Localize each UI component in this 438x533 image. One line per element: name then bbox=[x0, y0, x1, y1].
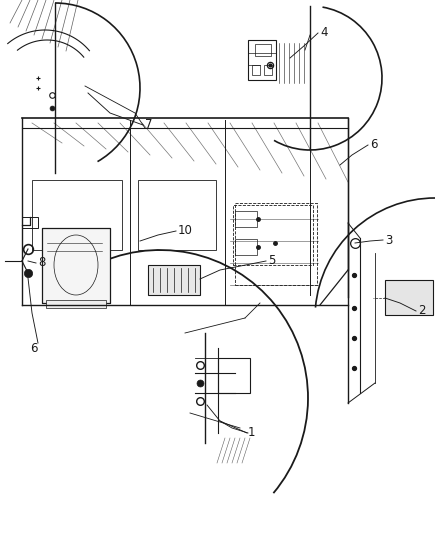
Bar bbox=[218, 358, 250, 393]
Bar bbox=[138, 180, 216, 250]
Text: 6: 6 bbox=[370, 139, 378, 151]
Bar bbox=[148, 265, 200, 295]
Text: 6: 6 bbox=[30, 342, 38, 354]
Bar bbox=[255, 44, 271, 56]
Text: 8: 8 bbox=[38, 256, 46, 270]
Bar bbox=[22, 217, 38, 228]
Bar bbox=[385, 280, 433, 315]
Bar bbox=[252, 65, 260, 75]
Text: 10: 10 bbox=[178, 224, 193, 238]
Text: 2: 2 bbox=[418, 304, 425, 318]
Text: 1: 1 bbox=[248, 426, 255, 440]
Bar bbox=[235, 203, 317, 285]
Text: 7: 7 bbox=[145, 118, 152, 132]
Text: 4: 4 bbox=[320, 27, 328, 39]
Bar bbox=[235, 239, 257, 255]
Bar bbox=[233, 205, 313, 265]
Bar bbox=[248, 40, 276, 80]
Bar bbox=[235, 211, 257, 227]
Text: 3: 3 bbox=[385, 233, 392, 246]
Bar bbox=[32, 180, 122, 250]
Text: 5: 5 bbox=[268, 254, 276, 268]
Bar bbox=[42, 228, 110, 303]
Bar bbox=[46, 300, 106, 308]
Bar bbox=[264, 65, 272, 75]
